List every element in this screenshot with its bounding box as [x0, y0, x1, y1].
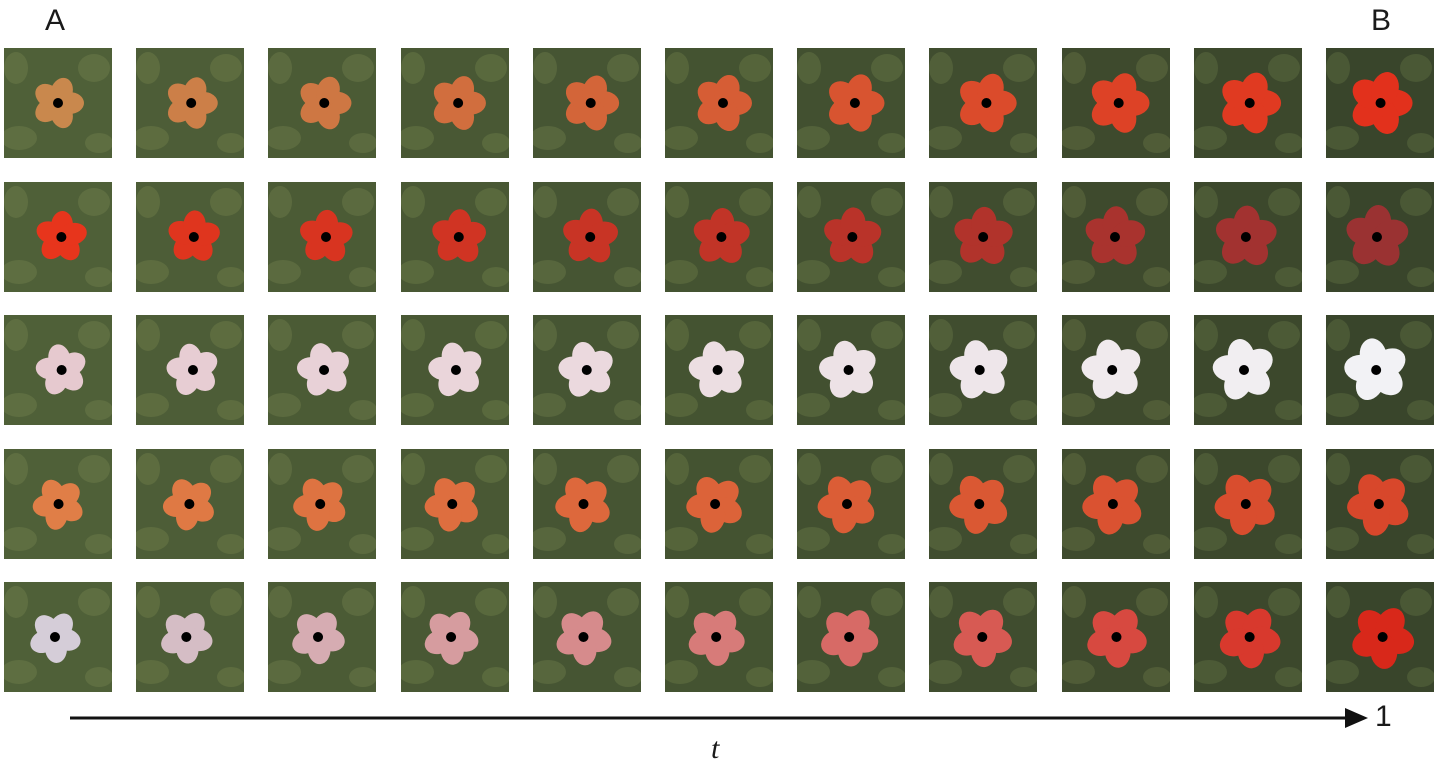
time-axis-end-label: 1: [1375, 700, 1392, 734]
time-axis-arrowhead: [1345, 708, 1368, 728]
time-axis-variable-label: t: [711, 732, 719, 766]
